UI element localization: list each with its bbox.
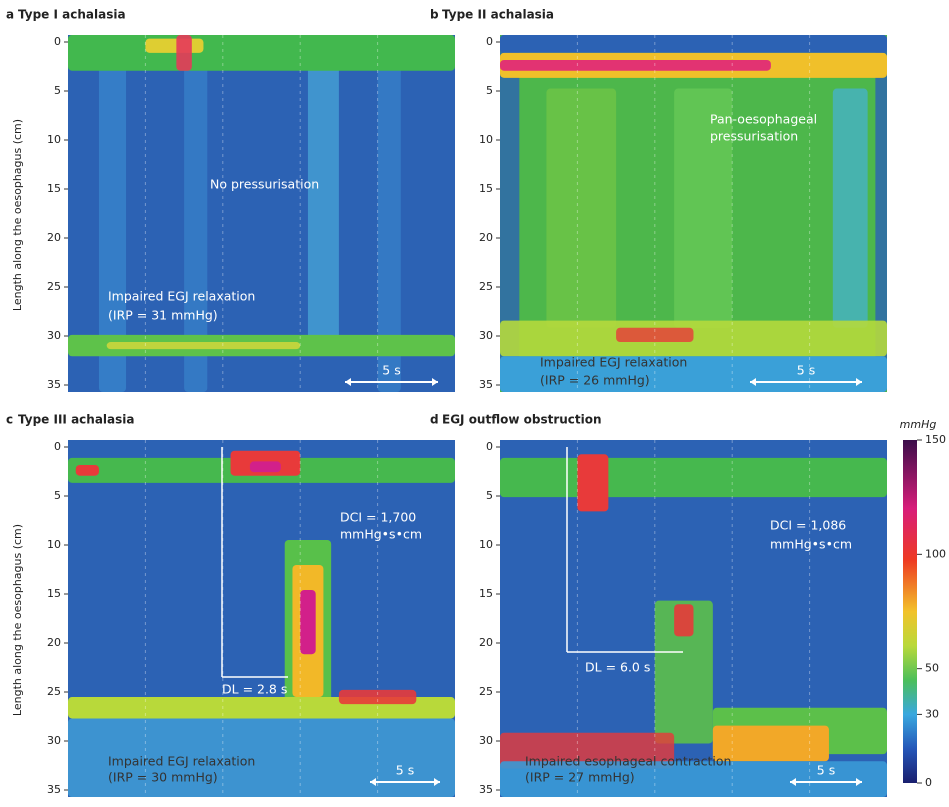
y-tick-label: 25	[47, 685, 61, 698]
annotation: mmHg•s•cm	[770, 537, 852, 552]
y-tick-label: 35	[47, 783, 61, 796]
panel-title: Type II achalasia	[442, 8, 554, 22]
y-tick-label: 35	[479, 378, 493, 391]
heatmap-region	[674, 604, 693, 636]
colorbar-tick-label: 0	[925, 776, 932, 789]
annotation: mmHg•s•cm	[340, 527, 422, 542]
annotation: DL = 2.8 s	[222, 682, 287, 697]
y-tick-label: 20	[47, 636, 61, 649]
y-tick-label: 30	[47, 734, 61, 747]
heatmap-region	[76, 465, 99, 476]
annotation: pressurisation	[710, 129, 798, 144]
heatmap-region	[176, 35, 191, 71]
panel-letter: d	[430, 413, 439, 427]
annotation: No pressurisation	[210, 177, 319, 192]
heatmap-region	[500, 458, 887, 497]
y-tick-label: 20	[479, 231, 493, 244]
figure: Length along the oesophagus (cm) Length …	[0, 0, 949, 803]
panel-title: Type I achalasia	[18, 8, 126, 22]
annotation: (IRP = 26 mmHg)	[540, 373, 650, 388]
colorbar-tick-label: 30	[925, 707, 939, 720]
annotation: Pan-oesophageal	[710, 112, 817, 127]
annotation: (IRP = 30 mmHg)	[108, 770, 218, 785]
y-tick-label: 20	[479, 636, 493, 649]
heatmap-region	[107, 342, 301, 349]
annotation: Impaired esophageal contraction	[525, 754, 731, 769]
colorbar-tick-label: 100	[925, 547, 946, 560]
heatmap-region	[500, 60, 771, 71]
y-tick-label: 5	[54, 489, 61, 502]
y-tick-label: 10	[479, 133, 493, 146]
annotation: DCI = 1,086	[770, 518, 846, 533]
y-tick-label: 0	[54, 35, 61, 48]
y-tick-label: 15	[479, 182, 493, 195]
heatmap-region	[145, 39, 203, 53]
time-scale-label: 5 s	[382, 363, 400, 378]
y-tick-label: 0	[54, 440, 61, 453]
panel-title: EGJ outflow obstruction	[442, 413, 602, 427]
y-tick-label: 5	[486, 489, 493, 502]
y-tick-label: 0	[486, 440, 493, 453]
colorbar-tick-label: 150	[925, 433, 946, 446]
heatmap-region	[500, 35, 887, 53]
heatmap-region	[300, 590, 315, 654]
panel-letter: a	[6, 8, 14, 22]
annotation: DL = 6.0 s	[585, 660, 650, 675]
heatmap-region	[577, 454, 608, 511]
y-tick-label: 10	[47, 133, 61, 146]
y-tick-label: 15	[47, 587, 61, 600]
y-tick-label: 35	[479, 783, 493, 796]
panel-letter: b	[430, 8, 439, 22]
y-tick-label: 30	[479, 734, 493, 747]
time-scale-label: 5 s	[817, 763, 835, 778]
y-tick-label: 15	[47, 182, 61, 195]
heatmap-region	[308, 53, 339, 339]
annotation: Impaired EGJ relaxation	[108, 754, 255, 769]
heatmap-region	[250, 461, 281, 472]
y-axis-label: Length along the oesophagus (cm)	[11, 524, 24, 716]
y-tick-label: 5	[486, 84, 493, 97]
y-tick-label: 5	[54, 84, 61, 97]
y-tick-label: 20	[47, 231, 61, 244]
y-tick-label: 30	[47, 329, 61, 342]
annotation: (IRP = 27 mmHg)	[525, 770, 635, 785]
y-tick-label: 10	[479, 538, 493, 551]
annotation: DCI = 1,700	[340, 510, 416, 525]
annotation: Impaired EGJ relaxation	[540, 355, 687, 370]
y-tick-label: 25	[479, 280, 493, 293]
colorbar-tick-label: 50	[925, 662, 939, 675]
colorbar-unit: mmHg	[900, 418, 937, 431]
y-tick-label: 15	[479, 587, 493, 600]
y-tick-label: 35	[47, 378, 61, 391]
annotation: Impaired EGJ relaxation	[108, 289, 255, 304]
y-tick-label: 25	[47, 280, 61, 293]
y-tick-label: 30	[479, 329, 493, 342]
y-tick-label: 0	[486, 35, 493, 48]
y-tick-label: 10	[47, 538, 61, 551]
y-axis-label: Length along the oesophagus (cm)	[11, 119, 24, 311]
time-scale-label: 5 s	[396, 763, 414, 778]
y-tick-label: 25	[479, 685, 493, 698]
colorbar	[903, 440, 917, 783]
panel-title: Type III achalasia	[18, 413, 134, 427]
heatmap-region	[500, 321, 887, 357]
time-scale-label: 5 s	[797, 363, 815, 378]
heatmap-region	[546, 89, 616, 328]
heatmap-region	[68, 35, 455, 71]
panel-letter: c	[6, 413, 13, 427]
annotation: (IRP = 31 mmHg)	[108, 308, 218, 323]
heatmap-region	[833, 89, 868, 328]
